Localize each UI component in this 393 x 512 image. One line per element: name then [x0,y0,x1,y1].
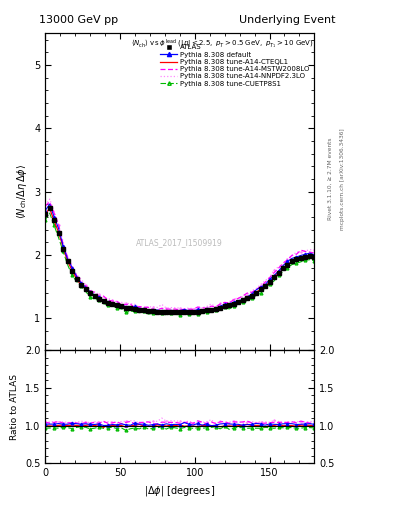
Legend: ATLAS, Pythia 8.308 default, Pythia 8.308 tune-A14-CTEQL1, Pythia 8.308 tune-A14: ATLAS, Pythia 8.308 default, Pythia 8.30… [159,43,311,88]
Y-axis label: Ratio to ATLAS: Ratio to ATLAS [10,374,19,440]
ATLAS [195,308,200,314]
ATLAS [101,297,106,304]
ATLAS [141,307,146,313]
ATLAS [285,262,290,268]
Text: Underlying Event: Underlying Event [239,14,335,25]
Text: 13000 GeV pp: 13000 GeV pp [39,14,118,25]
Text: mcplots.cern.ch [arXiv:1306.3436]: mcplots.cern.ch [arXiv:1306.3436] [340,129,345,230]
ATLAS [47,204,52,210]
ATLAS [110,301,115,307]
Line: ATLAS: ATLAS [44,206,316,314]
X-axis label: $|\Delta\phi|$ [degrees]: $|\Delta\phi|$ [degrees] [144,484,215,498]
Text: ATLAS_2017_I1509919: ATLAS_2017_I1509919 [136,238,223,247]
Text: Rivet 3.1.10, ≥ 2.7M events: Rivet 3.1.10, ≥ 2.7M events [328,138,333,221]
Text: $\langle N_{\rm ch}\rangle$ vs $\phi^{\rm lead}$ ($|\eta| < 2.5,\ p_T > 0.5$ GeV: $\langle N_{\rm ch}\rangle$ vs $\phi^{\r… [131,38,314,51]
ATLAS [43,211,48,217]
ATLAS [312,254,317,260]
Y-axis label: $\langle N_{\rm ch}/ \Delta\eta\,\Delta\phi\rangle$: $\langle N_{\rm ch}/ \Delta\eta\,\Delta\… [15,164,29,219]
ATLAS [164,309,169,315]
ATLAS [213,306,218,312]
